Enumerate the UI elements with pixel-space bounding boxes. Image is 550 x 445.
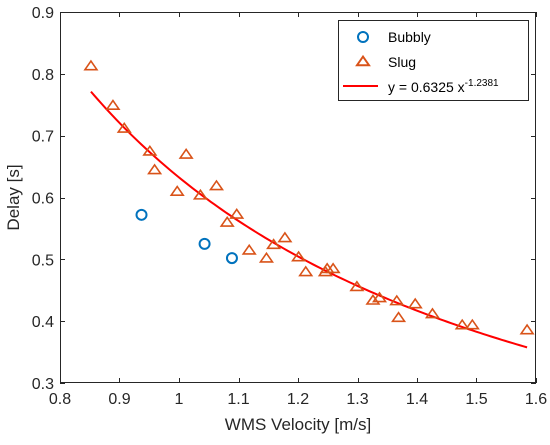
slug-data-point [229,208,245,219]
legend: Bubbly Slug y = 0.6325 x-1.2381 [338,20,529,101]
legend-bubbly-label: Bubbly [388,29,431,45]
legend-fit-label: y = 0.6325 x-1.2381 [388,78,499,95]
slug-data-point [464,318,480,330]
slug-data-point [349,280,365,292]
x-tick-label: 1.5 [465,391,487,408]
legend-slug-triangle-marker [355,54,371,67]
bubbly-data-point [225,252,238,265]
slug-data-point [298,265,314,277]
slug-data-point [192,188,208,200]
tick-layer: 0.8 0.9 1 1.1 1.2 1.3 1.4 1.5 1.6 0.3 0.4 0.5 0.6 0.7… [32,5,547,408]
x-tick-label: 0.9 [108,391,130,408]
slug-data-point [266,238,282,250]
x-axis-label: WMS Velocity [m/s] [225,415,371,434]
x-tick-label: 1.1 [227,391,249,408]
slug-data-point [365,293,381,305]
x-tick-label: 1 [175,391,184,408]
slug-data-point [178,148,194,159]
y-tick-label: 0.6 [32,191,54,208]
marker-layer [83,59,535,335]
y-tick-label: 0.9 [32,5,54,22]
slug-data-point [291,250,307,262]
slug-data-point [169,185,185,196]
slug-data-point [116,122,132,133]
bubbly-data-point [135,208,148,221]
bubbly-data-point [198,237,211,250]
x-tick-label: 1.6 [525,391,547,408]
slug-data-point [407,297,423,309]
slug-data-point [219,216,235,227]
slug-data-point [105,99,121,111]
slug-data-point [424,307,440,319]
fit-curve-line [90,90,528,349]
y-tick-label: 0.4 [32,314,54,331]
fit-curve-layer [90,90,528,349]
slug-data-point [241,243,257,255]
slug-data-point [454,318,470,330]
y-tick-label: 0.7 [32,129,54,146]
slug-data-point [208,179,225,191]
legend-slug-label: Slug [388,54,416,70]
slug-data-point [147,163,163,175]
legend-bubbly-circle-marker [357,31,369,43]
slug-data-point [519,323,535,335]
slug-data-point [389,294,405,306]
slug-data-point [277,231,293,243]
slug-data-point [258,251,274,263]
legend-fit-equation-exponent: -1.2381 [465,78,499,89]
y-tick-label: 0.8 [32,67,54,84]
legend-box [338,20,529,101]
y-tick-label: 0.5 [32,252,54,269]
y-tick-label: 0.3 [32,376,54,393]
slug-data-point [142,144,158,156]
x-tick-label: 1.3 [346,391,368,408]
x-tick-label: 1.2 [287,391,309,408]
legend-fit-equation-base: y = 0.6325 x [388,79,465,95]
x-tick-label: 1.4 [406,391,428,408]
slug-data-point [83,59,99,71]
y-axis-label: Delay [s] [4,164,23,230]
slug-data-point [371,291,388,303]
slug-data-point [325,262,341,274]
x-tick-label: 0.8 [49,391,71,408]
slug-data-point [391,311,407,323]
